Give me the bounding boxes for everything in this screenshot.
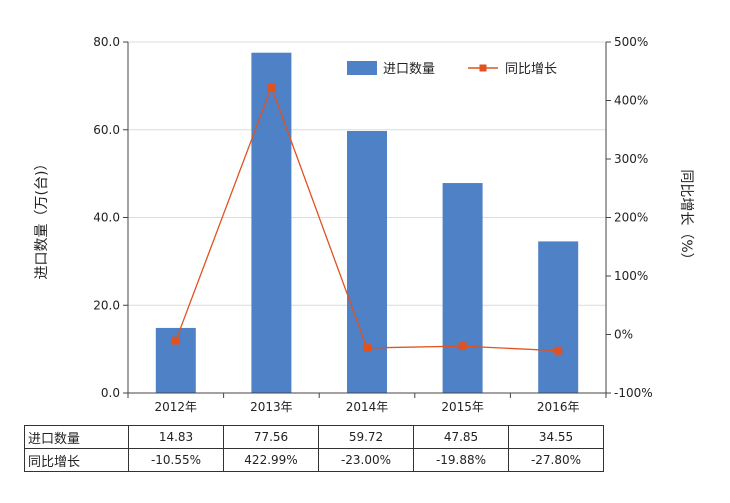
- right-axis-title: 同比增长（%）: [678, 169, 694, 266]
- table-cell: -10.55%: [128, 448, 224, 472]
- right-axis-ticks: -100% 0% 100% 200% 300% 400% 500%: [614, 35, 653, 400]
- growth-line-series: [171, 83, 563, 355]
- growth-point: [363, 343, 371, 352]
- growth-point: [554, 346, 563, 355]
- growth-point: [171, 336, 180, 345]
- x-tick-label: 2012年: [155, 400, 198, 414]
- x-axis-ticks: 2012年 2013年 2014年 2015年 2016年: [155, 400, 580, 414]
- left-tick-label: 0.0: [101, 386, 120, 400]
- right-tick-label: 100%: [614, 269, 648, 283]
- x-tick-label: 2013年: [250, 400, 293, 414]
- left-tick-label: 20.0: [93, 298, 120, 312]
- bar: [538, 241, 579, 393]
- legend-bar-label: 进口数量: [383, 62, 435, 77]
- table-row-label: 同比增长: [24, 448, 129, 472]
- right-tick-label: 400%: [614, 94, 648, 108]
- table-row-growth: 同比增长 -10.55% 422.99% -23.00% -19.88% -27…: [24, 448, 604, 472]
- data-table: 进口数量 14.83 77.56 59.72 47.85 34.55 同比增长 …: [24, 425, 604, 472]
- x-tick-label: 2016年: [537, 400, 580, 414]
- left-axis-ticks: 0.0 20.0 40.0 60.0 80.0: [93, 35, 120, 400]
- x-tick-label: 2014年: [346, 400, 389, 414]
- table-cell: -19.88%: [413, 448, 509, 472]
- table-row-label: 进口数量: [24, 425, 129, 449]
- legend-bar-swatch: [347, 61, 377, 75]
- right-tick-label: -100%: [614, 386, 653, 400]
- table-row-quantity: 进口数量 14.83 77.56 59.72 47.85 34.55: [24, 425, 604, 449]
- table-cell: 422.99%: [223, 448, 319, 472]
- table-cell: 77.56: [223, 425, 319, 449]
- bar: [347, 130, 387, 393]
- legend-line-marker: [479, 64, 487, 72]
- axes: [123, 41, 611, 398]
- table-cell: 34.55: [508, 425, 604, 449]
- right-tick-label: 0%: [614, 328, 633, 342]
- table-cell: -23.00%: [318, 448, 414, 472]
- legend: 进口数量 同比增长: [347, 61, 557, 77]
- right-tick-label: 500%: [614, 35, 648, 49]
- table-cell: -27.80%: [508, 448, 604, 472]
- right-tick-label: 200%: [614, 211, 648, 225]
- growth-point: [458, 342, 467, 351]
- chart: 0.0 20.0 40.0 60.0 80.0 -100% 0% 100% 200% 300% 4…: [34, 35, 694, 414]
- left-tick-label: 60.0: [93, 123, 120, 137]
- growth-point: [267, 83, 276, 92]
- right-tick-label: 300%: [614, 152, 648, 166]
- bar: [442, 183, 483, 393]
- left-tick-label: 40.0: [93, 211, 120, 225]
- left-axis-title: 进口数量（万(台)）: [34, 157, 50, 280]
- left-tick-label: 80.0: [93, 35, 120, 49]
- x-tick-label: 2015年: [441, 400, 484, 414]
- table-cell: 14.83: [128, 425, 224, 449]
- table-cell: 59.72: [318, 425, 414, 449]
- table-cell: 47.85: [413, 425, 509, 449]
- bar: [251, 52, 292, 393]
- bars: [155, 52, 579, 393]
- legend-line-label: 同比增长: [505, 62, 557, 77]
